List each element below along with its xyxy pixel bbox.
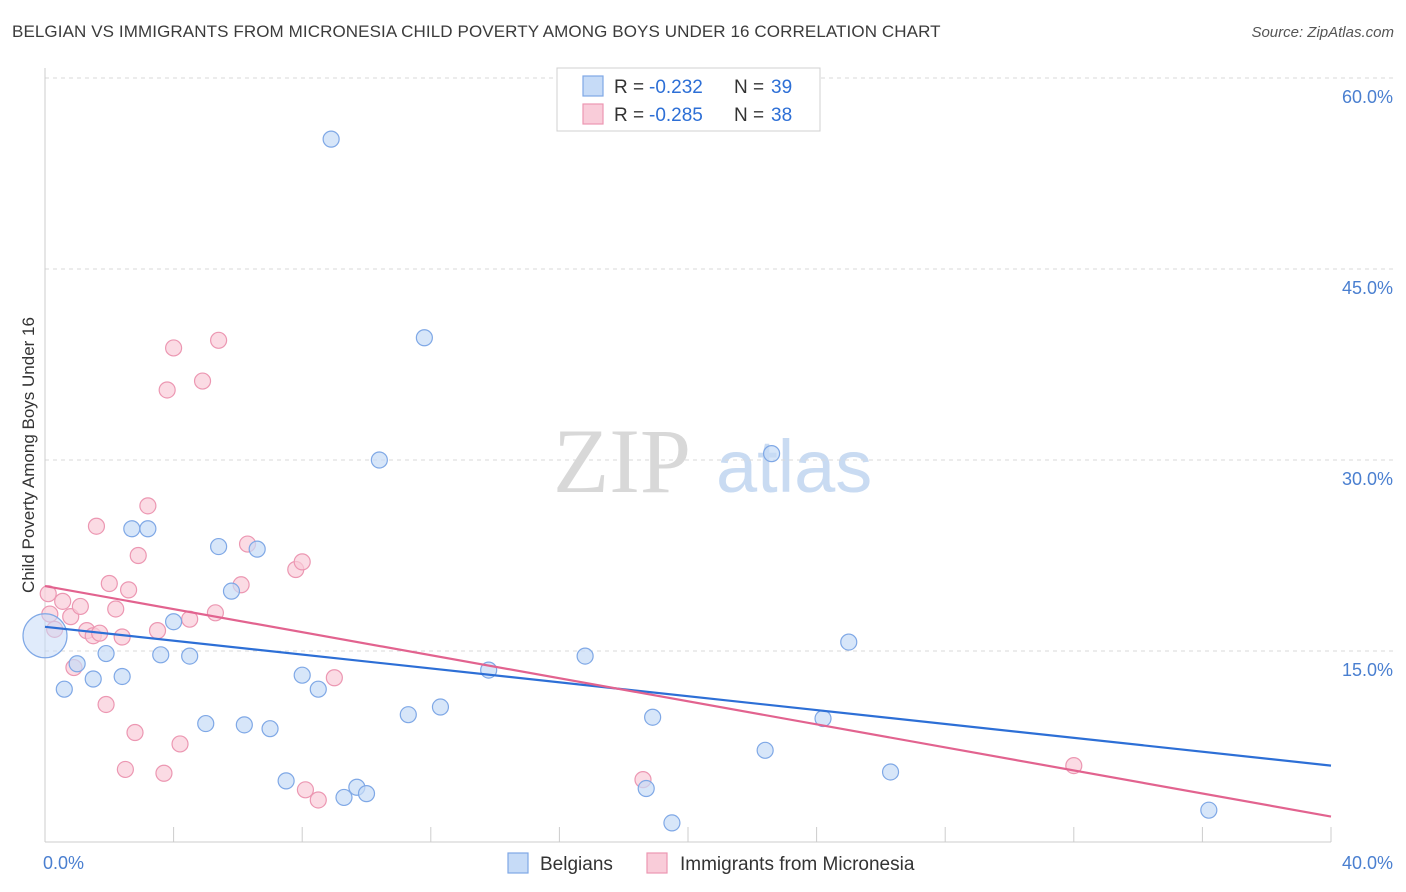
micronesia-point bbox=[325, 669, 343, 687]
watermark-zip: ZIP bbox=[553, 410, 691, 512]
belgians-point bbox=[261, 720, 279, 738]
chart-title: BELGIAN VS IMMIGRANTS FROM MICRONESIA CH… bbox=[12, 22, 941, 41]
belgians-point bbox=[293, 666, 311, 684]
legend-r-value-micronesia: -0.285 bbox=[649, 105, 703, 126]
belgians-point bbox=[370, 451, 388, 469]
legend-r-label-micronesia: R = bbox=[614, 105, 644, 126]
series-micronesia-points bbox=[39, 331, 1083, 809]
belgians-point bbox=[644, 708, 662, 726]
belgians-point bbox=[123, 520, 141, 538]
legend-r-label-belgians: R = bbox=[614, 77, 644, 98]
watermark: ZIP atlas bbox=[553, 410, 872, 512]
belgians-point bbox=[55, 680, 73, 698]
micronesia-point bbox=[116, 760, 134, 779]
y-tick-label: 15.0% bbox=[1342, 660, 1393, 680]
belgians-point bbox=[762, 445, 781, 463]
belgians-point bbox=[197, 714, 215, 733]
belgians-point bbox=[210, 537, 228, 556]
series-legend: Belgians Immigrants from Micronesia bbox=[507, 852, 915, 875]
micronesia-point bbox=[129, 546, 147, 565]
x-ticks bbox=[173, 827, 1332, 842]
belgians-point bbox=[415, 329, 433, 347]
micronesia-point bbox=[71, 597, 89, 616]
belgians-point bbox=[431, 698, 450, 716]
legend-swatch-micronesia bbox=[582, 103, 604, 125]
micronesia-point bbox=[139, 497, 157, 515]
bottom-legend-swatch-micronesia bbox=[646, 852, 668, 874]
micronesia-point bbox=[54, 592, 72, 610]
belgians-point bbox=[357, 785, 376, 803]
belgians-point bbox=[222, 582, 241, 600]
x-tick-label-min: 0.0% bbox=[43, 853, 84, 873]
bottom-legend-label-micronesia: Immigrants from Micronesia bbox=[680, 854, 915, 875]
bottom-legend-swatch-belgians bbox=[507, 852, 529, 874]
watermark-atlas: atlas bbox=[716, 425, 872, 508]
trend-lines bbox=[44, 584, 1332, 818]
belgians-point bbox=[576, 647, 594, 665]
gridlines bbox=[45, 77, 1393, 652]
y-tick-label: 60.0% bbox=[1342, 87, 1393, 107]
micronesia-point bbox=[126, 723, 144, 742]
legend-n-label-micronesia: N = bbox=[734, 105, 764, 126]
belgians-point bbox=[97, 644, 115, 663]
belgians-point bbox=[181, 647, 199, 665]
belgians-point bbox=[84, 670, 102, 688]
legend-n-label-belgians: N = bbox=[734, 77, 764, 98]
belgians-point bbox=[399, 706, 417, 724]
legend-swatch-belgians bbox=[582, 75, 604, 97]
legend-r-value-belgians: -0.232 bbox=[649, 77, 703, 98]
y-tick-label: 30.0% bbox=[1342, 469, 1393, 489]
belgians-point bbox=[663, 814, 681, 832]
micronesia-point bbox=[113, 628, 131, 646]
x-tick-labels: 0.0% 40.0% bbox=[43, 853, 1393, 873]
y-tick-labels: 15.0% 30.0% 45.0% 60.0% bbox=[1342, 87, 1393, 680]
trend-line-micronesia bbox=[44, 584, 1332, 818]
belgians-point bbox=[139, 520, 157, 538]
belgians-point bbox=[68, 655, 86, 673]
belgians-point bbox=[322, 130, 340, 148]
micronesia-point bbox=[293, 553, 311, 571]
belgians-point bbox=[840, 633, 858, 651]
micronesia-point bbox=[296, 781, 315, 799]
micronesia-point bbox=[165, 339, 183, 357]
belgians-point bbox=[248, 540, 266, 558]
belgians-point bbox=[756, 741, 774, 759]
source-note: Source: ZipAtlas.com bbox=[1251, 24, 1394, 41]
belgians-point bbox=[22, 613, 68, 659]
stats-legend: R = -0.232 N = 39 R = -0.285 N = 38 bbox=[556, 67, 821, 132]
micronesia-point bbox=[193, 372, 212, 390]
series-belgians-points bbox=[22, 130, 1218, 832]
belgians-point bbox=[309, 680, 327, 698]
micronesia-point bbox=[210, 331, 228, 349]
micronesia-point bbox=[155, 764, 173, 782]
micronesia-point bbox=[97, 695, 115, 714]
micronesia-point bbox=[107, 600, 125, 618]
micronesia-point bbox=[148, 622, 167, 640]
micronesia-point bbox=[158, 381, 176, 399]
y-tick-label: 45.0% bbox=[1342, 278, 1393, 298]
micronesia-point bbox=[309, 791, 327, 809]
belgians-point bbox=[1200, 801, 1218, 819]
belgians-point bbox=[113, 667, 131, 686]
belgians-point bbox=[165, 613, 183, 631]
belgians-point bbox=[881, 763, 900, 781]
micronesia-point bbox=[119, 581, 138, 599]
belgians-point bbox=[277, 772, 295, 790]
bottom-legend-label-belgians: Belgians bbox=[540, 854, 613, 875]
belgians-point bbox=[637, 779, 655, 798]
trend-line-belgians bbox=[44, 625, 1332, 767]
x-tick-label-max: 40.0% bbox=[1342, 853, 1393, 873]
y-axis-label: Child Poverty Among Boys Under 16 bbox=[19, 317, 38, 593]
belgians-point bbox=[152, 646, 170, 664]
belgians-point bbox=[235, 716, 253, 734]
micronesia-point bbox=[87, 517, 106, 535]
legend-n-value-belgians: 39 bbox=[771, 77, 792, 98]
legend-n-value-micronesia: 38 bbox=[771, 105, 792, 126]
belgians-point bbox=[335, 788, 353, 807]
micronesia-point bbox=[171, 735, 189, 753]
micronesia-point bbox=[100, 574, 118, 593]
